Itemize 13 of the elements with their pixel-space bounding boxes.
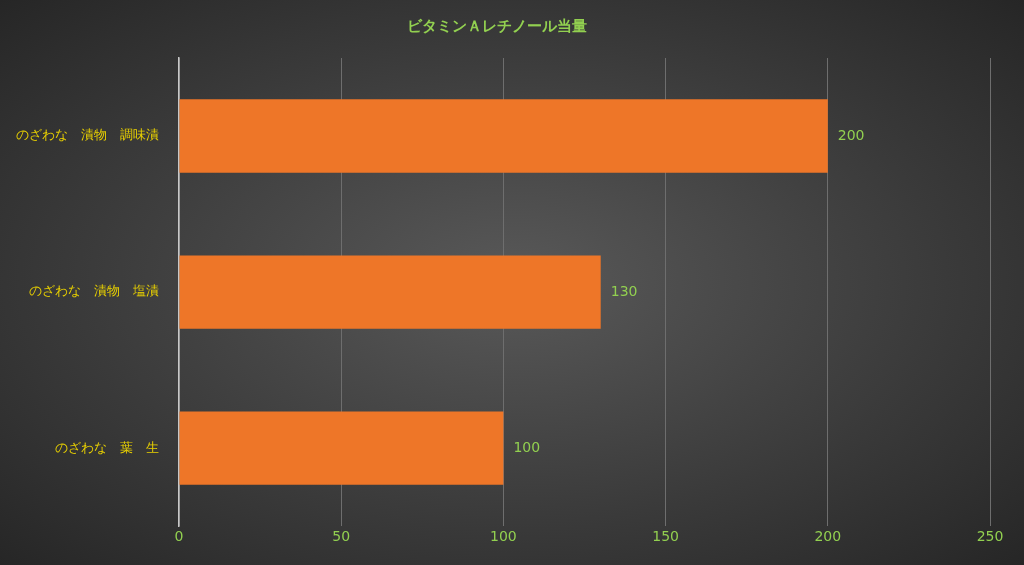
x-tick-label: 0: [174, 528, 184, 545]
x-tick-label: 50: [332, 528, 351, 545]
x-tick-label: 100: [490, 528, 517, 545]
x-tick-label: 250: [976, 528, 1004, 545]
y-tick-label: のざわな 漬物 調味漬: [16, 127, 159, 143]
x-tick-label: 200: [814, 528, 842, 545]
y-tick-label: のざわな 漬物 塩漬: [29, 283, 159, 299]
chart-title: ビタミンＡレチノール当量: [407, 16, 587, 35]
y-tick-label: のざわな 葉 生: [55, 439, 159, 455]
data-label: 130: [610, 282, 638, 299]
x-tick-label: 150: [652, 528, 679, 545]
data-label: 100: [513, 438, 541, 455]
data-label: 200: [837, 126, 865, 143]
